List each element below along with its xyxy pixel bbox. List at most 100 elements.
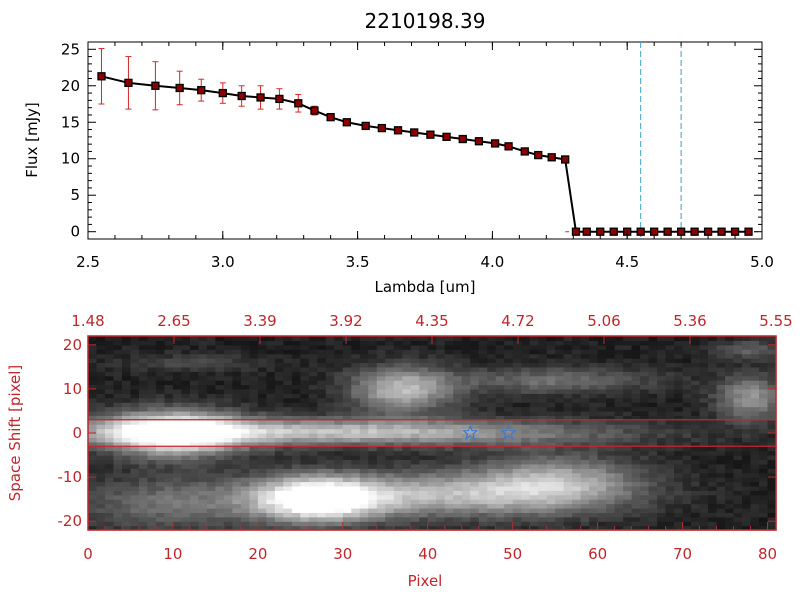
image-pixel	[538, 446, 548, 452]
image-pixel	[88, 485, 98, 491]
image-pixel	[189, 459, 200, 465]
image-pixel	[155, 459, 166, 465]
image-pixel	[419, 380, 429, 386]
image-pixel	[402, 380, 412, 386]
image-pixel	[113, 336, 123, 342]
image-pixel	[317, 406, 327, 412]
image-pixel	[742, 336, 752, 342]
image-pixel	[767, 521, 777, 527]
image-pixel	[674, 521, 684, 527]
image-pixel	[266, 477, 276, 483]
image-pixel	[138, 477, 149, 483]
image-pixel	[767, 358, 777, 364]
x-tick-label: 30	[333, 545, 352, 563]
image-pixel	[402, 481, 412, 487]
image-pixel	[708, 393, 718, 399]
image-pixel	[742, 380, 752, 386]
top-tick-label: 5.55	[759, 312, 792, 330]
image-pixel	[580, 358, 590, 364]
image-pixel	[555, 344, 565, 350]
image-pixel	[249, 494, 259, 500]
image-pixel	[138, 459, 149, 465]
image-pixel	[385, 362, 395, 368]
image-pixel	[325, 340, 335, 346]
image-pixel	[427, 516, 437, 522]
image-pixel	[682, 477, 692, 483]
image-pixel	[138, 503, 149, 509]
image-pixel	[198, 494, 208, 500]
image-pixel	[198, 344, 208, 350]
image-pixel	[546, 525, 556, 531]
image-pixel	[88, 397, 98, 403]
image-pixel	[453, 388, 463, 394]
image-pixel	[453, 450, 463, 456]
image-pixel	[138, 512, 149, 518]
image-pixel	[716, 490, 726, 496]
image-pixel	[495, 393, 505, 399]
image-pixel	[640, 468, 650, 474]
image-pixel	[274, 410, 284, 416]
image-pixel	[461, 366, 471, 372]
image-pixel	[444, 366, 454, 372]
image-pixel	[640, 393, 650, 399]
image-pixel	[555, 424, 565, 430]
image-pixel	[614, 481, 624, 487]
image-pixel	[232, 415, 242, 421]
image-pixel	[410, 481, 420, 487]
x-tick-label: 4.5	[615, 253, 639, 271]
image-pixel	[342, 362, 352, 368]
image-pixel	[240, 410, 250, 416]
image-pixel	[121, 402, 132, 408]
image-pixel	[572, 349, 582, 355]
image-pixel	[699, 358, 709, 364]
image-pixel	[368, 402, 378, 408]
image-pixel	[181, 463, 191, 469]
image-pixel	[206, 375, 217, 381]
image-pixel	[308, 406, 318, 412]
image-pixel	[351, 419, 361, 425]
image-pixel	[495, 459, 505, 465]
image-pixel	[665, 428, 675, 434]
image-pixel	[759, 525, 769, 531]
data-point	[609, 227, 618, 236]
image-pixel	[172, 455, 183, 461]
image-pixel	[555, 362, 565, 368]
image-pixel	[767, 353, 777, 359]
image-pixel	[708, 353, 718, 359]
image-pixel	[300, 525, 310, 531]
image-pixel	[393, 459, 403, 465]
image-pixel	[529, 507, 539, 513]
image-pixel	[291, 362, 301, 368]
image-pixel	[376, 490, 386, 496]
image-pixel	[88, 424, 98, 430]
image-pixel	[521, 516, 531, 522]
image-pixel	[334, 477, 344, 483]
image-pixel	[198, 525, 208, 531]
image-pixel	[88, 419, 98, 425]
image-pixel	[283, 512, 293, 518]
image-pixel	[555, 459, 565, 465]
image-pixel	[249, 366, 259, 372]
image-pixel	[138, 380, 149, 386]
image-pixel	[198, 388, 208, 394]
image-pixel	[147, 485, 157, 491]
image-pixel	[648, 406, 658, 412]
image-pixel	[427, 358, 437, 364]
image-pixel	[682, 371, 692, 377]
image-pixel	[215, 433, 225, 439]
image-pixel	[546, 477, 556, 483]
image-pixel	[461, 485, 471, 491]
data-point	[326, 113, 335, 122]
image-pixel	[453, 525, 463, 531]
image-pixel	[725, 371, 735, 377]
image-pixel	[308, 349, 318, 355]
image-pixel	[113, 455, 123, 461]
image-pixel	[334, 437, 344, 443]
image-pixel	[283, 459, 293, 465]
image-pixel	[750, 494, 760, 500]
image-pixel	[419, 397, 429, 403]
image-pixel	[138, 419, 149, 425]
image-pixel	[138, 463, 149, 469]
image-pixel	[716, 419, 726, 425]
